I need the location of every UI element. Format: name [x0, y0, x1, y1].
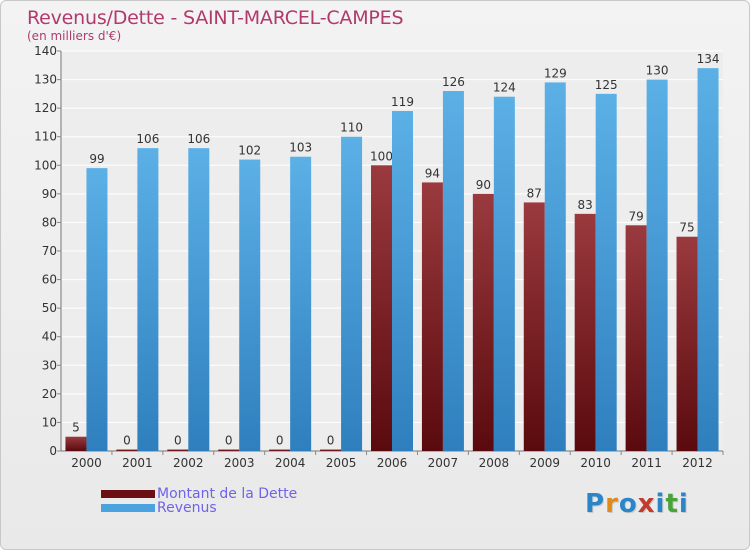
data-label: 79: [628, 209, 643, 223]
x-tick-label: 2003: [224, 456, 255, 470]
logo-letter: P: [585, 489, 606, 519]
data-label: 129: [544, 66, 567, 80]
y-tick-label: 20: [42, 387, 57, 401]
data-label: 125: [595, 78, 618, 92]
bar-revenus: [290, 156, 312, 451]
data-label: 0: [123, 434, 131, 448]
bar-revenus: [544, 82, 566, 451]
legend-label-dette: Montant de la Dette: [157, 486, 298, 502]
logo-letter: t: [665, 489, 679, 519]
logo-letter: i: [678, 489, 689, 519]
data-label: 0: [225, 434, 233, 448]
data-label: 99: [89, 152, 104, 166]
y-tick-label: 30: [42, 358, 57, 372]
y-tick-label: 80: [42, 215, 57, 229]
bar-dette: [167, 449, 189, 451]
y-tick-label: 60: [42, 273, 57, 287]
x-tick-label: 2001: [122, 456, 153, 470]
y-tick-label: 0: [49, 444, 57, 458]
legend: Montant de la Dette Revenus: [101, 486, 298, 516]
bar-revenus: [646, 79, 668, 452]
bar-dette: [371, 165, 392, 452]
y-tick-label: 40: [42, 330, 57, 344]
legend-swatch-revenus: [101, 504, 155, 512]
data-label: 83: [578, 198, 593, 212]
y-tick-label: 90: [42, 187, 57, 201]
y-tick-label: 100: [34, 158, 57, 172]
y-tick-label: 120: [34, 101, 57, 115]
logo-letter: x: [637, 489, 656, 519]
y-tick-label: 140: [34, 44, 57, 58]
bar-revenus: [86, 168, 108, 451]
data-label: 87: [527, 186, 542, 200]
bar-dette: [269, 449, 291, 451]
bar-revenus: [442, 91, 464, 451]
logo-letter: o: [618, 489, 638, 519]
x-tick-label: 2009: [529, 456, 560, 470]
y-tick-label: 70: [42, 244, 57, 258]
bar-dette: [625, 225, 647, 451]
data-label: 90: [476, 178, 491, 192]
data-label: 75: [679, 221, 694, 235]
bar-revenus: [341, 136, 363, 451]
bar-dette: [116, 449, 138, 451]
x-tick-label: 2006: [377, 456, 408, 470]
data-label: 119: [391, 95, 414, 109]
x-tick-label: 2011: [631, 456, 662, 470]
legend-swatch-dette: [101, 490, 155, 498]
data-label: 100: [370, 149, 393, 163]
data-label: 126: [442, 75, 465, 89]
logo-letter: i: [655, 489, 666, 519]
bar-dette: [421, 182, 443, 451]
bar-dette: [320, 449, 342, 451]
data-label: 130: [646, 64, 669, 78]
x-tick-label: 2007: [428, 456, 459, 470]
bar-revenus: [493, 96, 515, 451]
y-tick-label: 10: [42, 415, 57, 429]
bar-revenus: [137, 148, 159, 451]
bar-revenus: [595, 93, 617, 451]
bar-dette: [523, 202, 545, 451]
y-tick-label: 110: [34, 130, 57, 144]
chart-title: Revenus/Dette - SAINT-MARCEL-CAMPES: [27, 7, 404, 29]
x-tick-label: 2005: [326, 456, 357, 470]
data-label: 134: [697, 52, 720, 66]
data-label: 110: [340, 121, 363, 135]
legend-item-dette: Montant de la Dette: [101, 486, 298, 502]
data-label: 106: [187, 132, 210, 146]
x-tick-label: 2010: [580, 456, 611, 470]
x-tick-label: 2012: [682, 456, 713, 470]
bar-revenus: [392, 111, 413, 451]
bar-revenus: [697, 68, 719, 452]
bar-dette: [218, 449, 240, 451]
x-tick-label: 2008: [479, 456, 510, 470]
bar-revenus: [188, 148, 210, 451]
bar-dette: [65, 436, 87, 451]
x-tick-label: 2004: [275, 456, 306, 470]
data-label: 102: [238, 144, 261, 158]
bar-dette: [574, 213, 596, 451]
y-tick-label: 130: [34, 73, 57, 87]
data-label: 0: [276, 434, 284, 448]
data-label: 106: [136, 132, 159, 146]
legend-label-revenus: Revenus: [157, 500, 217, 516]
x-tick-label: 2002: [173, 456, 204, 470]
y-tick-label: 50: [42, 301, 57, 315]
data-label: 124: [493, 81, 516, 95]
data-label: 0: [327, 434, 335, 448]
bar-revenus: [239, 159, 261, 452]
bar-dette: [676, 236, 698, 451]
data-label: 5: [72, 421, 80, 435]
chart-subtitle: (en milliers d'€): [27, 29, 122, 43]
x-tick-label: 2000: [71, 456, 102, 470]
data-label: 94: [425, 166, 440, 180]
data-label: 0: [174, 434, 182, 448]
logo-letter: r: [605, 489, 619, 519]
proxiti-logo: Proxiti: [585, 489, 689, 519]
legend-item-revenus: Revenus: [101, 500, 297, 516]
bar-dette: [472, 193, 494, 451]
data-label: 103: [289, 141, 312, 155]
bar-chart: 0102030405060708090100110120130140200059…: [34, 44, 724, 470]
